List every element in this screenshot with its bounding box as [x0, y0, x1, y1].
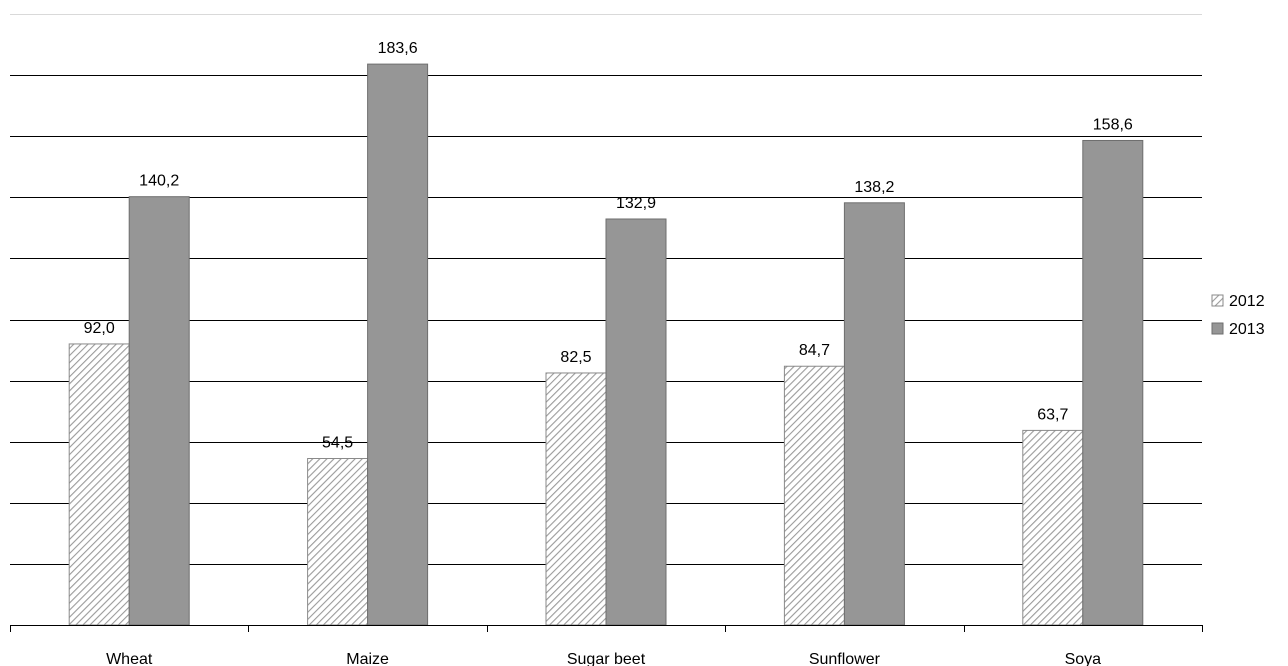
- bar-2013-soya: [1082, 139, 1144, 626]
- bar-2012-soya: [1022, 429, 1084, 626]
- bar-2012-wheat: [68, 343, 130, 626]
- data-label: 132,9: [616, 195, 656, 212]
- data-label: 183,6: [378, 40, 418, 57]
- category-labels: Wheat Maize Sugar beet Sunflower Soya: [106, 651, 1101, 666]
- category-label: Wheat: [106, 651, 153, 666]
- bars: [68, 63, 1144, 626]
- data-label: 84,7: [799, 342, 830, 359]
- legend-label: 2013: [1229, 321, 1265, 338]
- legend-swatch-2013: [1211, 322, 1224, 335]
- category-label: Maize: [346, 651, 389, 666]
- bar-2012-maize: [307, 458, 369, 626]
- data-label: 140,2: [139, 173, 179, 190]
- legend: 2012 2013: [1211, 293, 1265, 338]
- bar-2013-wheat: [128, 196, 190, 626]
- bar-2013-sunflower: [843, 202, 905, 626]
- bar-2012-sugar-beet: [545, 372, 607, 626]
- legend-swatch-2012: [1211, 294, 1224, 307]
- data-label: 54,5: [322, 435, 353, 452]
- data-label: 158,6: [1093, 116, 1133, 133]
- bar-2013-sugar-beet: [605, 218, 667, 626]
- data-label: 92,0: [84, 320, 115, 337]
- legend-label: 2012: [1229, 293, 1265, 310]
- value-labels: 92,0 140,2 54,5 183,6 82,5 132,9 84,7 138,2 63,7…: [84, 40, 1133, 451]
- data-label: 82,5: [560, 349, 591, 366]
- x-axis: [10, 625, 1203, 632]
- category-label: Soya: [1065, 651, 1102, 666]
- data-label: 138,2: [854, 179, 894, 196]
- bar-2013-maize: [367, 63, 429, 626]
- category-label: Sunflower: [809, 651, 881, 666]
- category-label: Sugar beet: [567, 651, 646, 666]
- data-label: 63,7: [1037, 406, 1068, 423]
- bar-2012-sunflower: [783, 365, 845, 626]
